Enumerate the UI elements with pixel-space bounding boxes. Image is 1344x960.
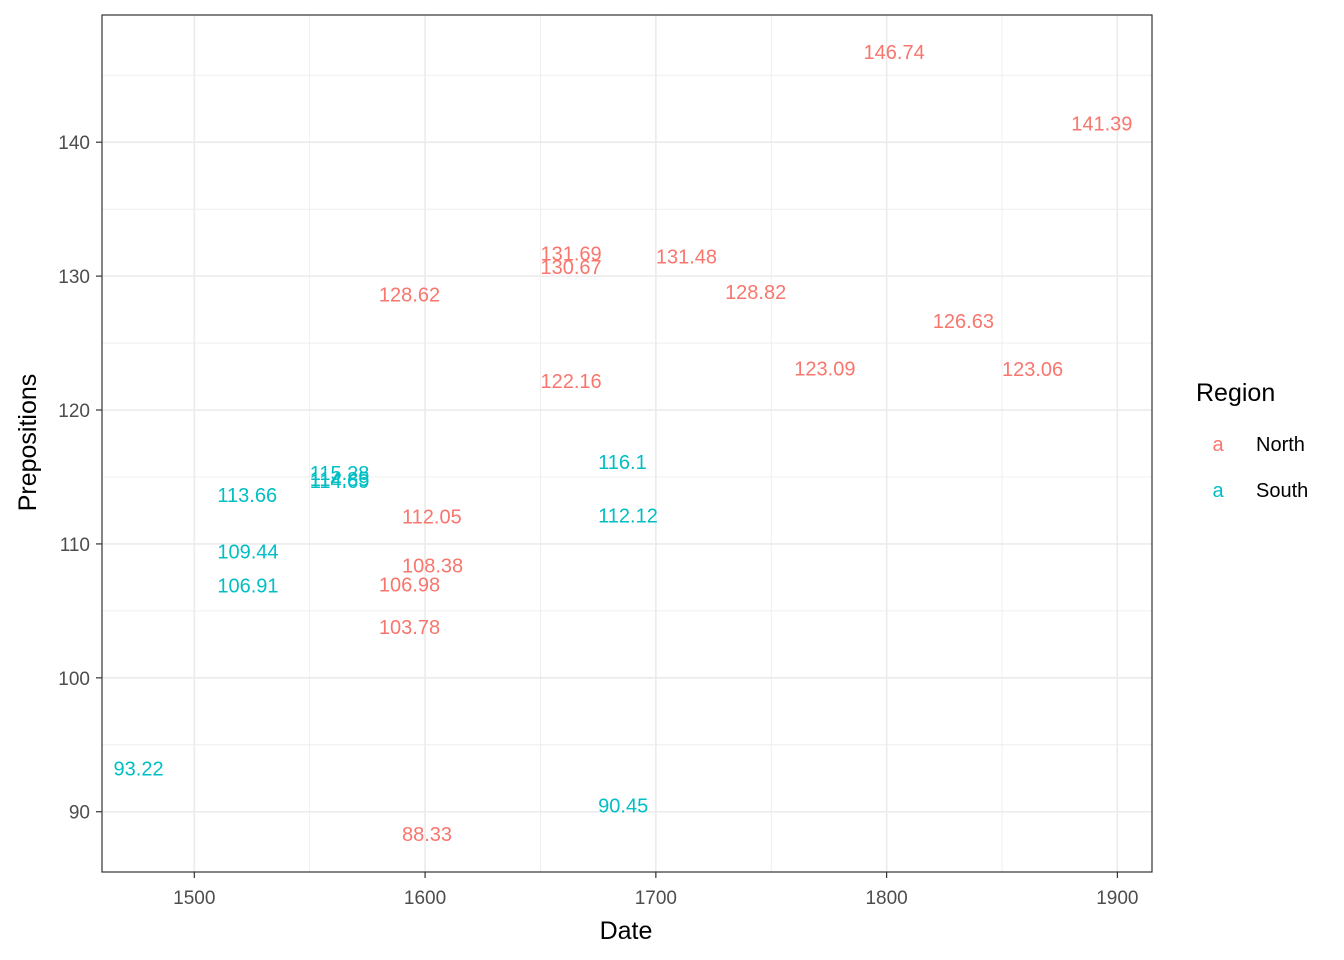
data-point-label: 141.39 — [1071, 114, 1132, 136]
data-point-label: 88.33 — [402, 824, 452, 846]
x-tick-label: 1700 — [635, 888, 677, 909]
data-point-label: 146.74 — [864, 42, 925, 64]
data-point-label: 106.98 — [379, 574, 440, 596]
data-point-label: 128.62 — [379, 285, 440, 307]
y-tick-label: 140 — [58, 133, 90, 154]
y-tick-label: 120 — [58, 401, 90, 422]
data-point-label: 106.91 — [217, 575, 278, 597]
data-point-label: 114.85 — [310, 469, 370, 491]
data-point-label: 122.16 — [540, 371, 601, 393]
legend-key-glyph: a — [1212, 480, 1224, 502]
data-point-label: 131.48 — [656, 246, 717, 268]
data-point-label: 126.63 — [933, 311, 994, 333]
legend-label: South — [1256, 480, 1308, 502]
data-point-label: 123.09 — [794, 359, 855, 381]
data-point-label: 112.05 — [402, 506, 462, 528]
y-tick-label: 110 — [60, 535, 90, 556]
x-tick-label: 1800 — [865, 888, 907, 909]
data-point-label: 131.69 — [540, 243, 601, 265]
legend-label: North — [1256, 434, 1305, 456]
data-point-label: 108.38 — [402, 556, 463, 578]
data-point-label: 115.28 — [310, 463, 370, 485]
grid-major — [102, 15, 1152, 872]
data-point-label: 103.78 — [379, 617, 440, 639]
data-point-label: 109.44 — [217, 541, 278, 563]
data-point-label: 90.45 — [598, 796, 648, 818]
y-tick-label: 90 — [69, 803, 90, 824]
legend-title: Region — [1196, 379, 1275, 407]
data-point-label: 113.66 — [217, 485, 277, 507]
data-point-label: 93.22 — [114, 759, 164, 781]
data-point-label: 114.69 — [310, 471, 370, 493]
y-axis-title: Prepositions — [14, 374, 42, 512]
data-point-label: 116.1 — [598, 452, 647, 474]
y-tick-label: 100 — [58, 669, 90, 690]
legend-entries: a North a South — [1212, 434, 1308, 502]
legend: Region a North a South — [1196, 379, 1308, 502]
panel-border — [101, 14, 1153, 873]
grid-minor — [102, 15, 1152, 872]
x-axis: 1500 1600 1700 1800 1900 — [173, 872, 1139, 909]
y-tick-label: 130 — [58, 267, 90, 288]
y-axis: 90 100 110 120 130 140 — [58, 133, 102, 824]
x-tick-label: 1500 — [173, 888, 215, 909]
x-axis-title: Date — [600, 917, 653, 945]
legend-key-glyph: a — [1212, 434, 1224, 456]
x-tick-label: 1900 — [1096, 888, 1138, 909]
data-point-label: 130.67 — [540, 257, 601, 279]
data-point-label: 128.82 — [725, 282, 786, 304]
x-tick-label: 1600 — [404, 888, 446, 909]
data-point-label: 123.06 — [1002, 359, 1063, 381]
data-point-label: 112.12 — [598, 506, 658, 528]
